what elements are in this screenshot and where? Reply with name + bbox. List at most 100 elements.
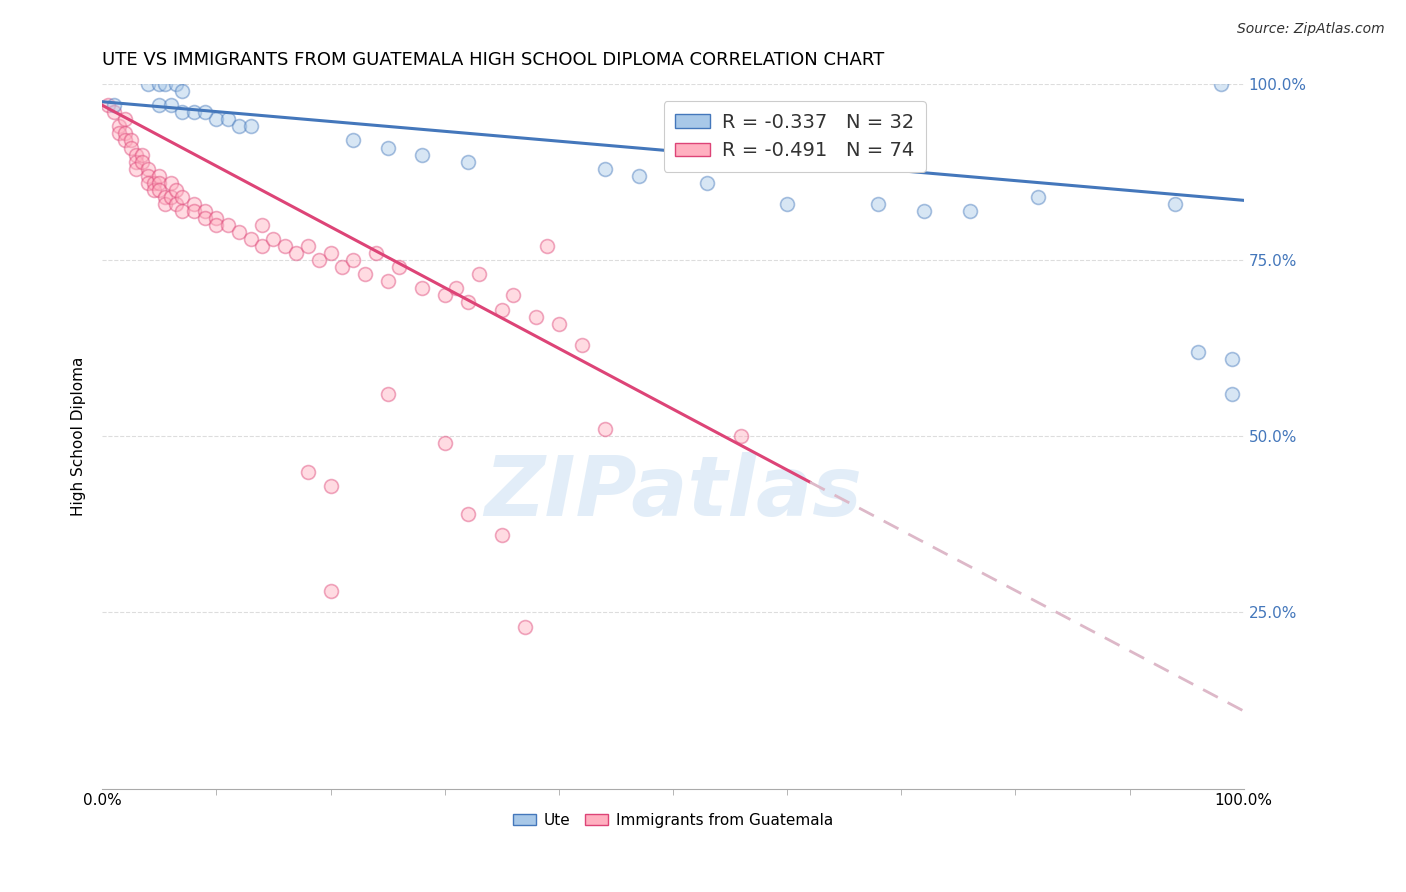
Text: UTE VS IMMIGRANTS FROM GUATEMALA HIGH SCHOOL DIPLOMA CORRELATION CHART: UTE VS IMMIGRANTS FROM GUATEMALA HIGH SC… — [103, 51, 884, 69]
Point — [262, 232, 284, 246]
Point — [433, 436, 456, 450]
Point — [502, 288, 524, 302]
Point — [444, 281, 467, 295]
Point — [183, 197, 205, 211]
Point — [1026, 190, 1049, 204]
Point — [194, 105, 217, 120]
Point — [388, 260, 411, 275]
Point — [172, 84, 194, 98]
Point — [97, 98, 120, 112]
Point — [125, 147, 148, 161]
Point — [239, 232, 262, 246]
Point — [627, 169, 650, 183]
Point — [353, 268, 375, 282]
Point — [136, 161, 159, 176]
Point — [593, 422, 616, 436]
Point — [165, 183, 187, 197]
Point — [172, 105, 194, 120]
Text: ZIPatlas: ZIPatlas — [484, 452, 862, 533]
Point — [205, 218, 228, 232]
Point — [131, 154, 153, 169]
Point — [1187, 344, 1209, 359]
Point — [377, 140, 399, 154]
Point — [148, 77, 170, 91]
Point — [120, 140, 142, 154]
Point — [524, 310, 547, 324]
Point — [433, 288, 456, 302]
Point — [228, 120, 250, 134]
Point — [377, 387, 399, 401]
Point — [457, 295, 479, 310]
Point — [217, 218, 239, 232]
Point — [148, 183, 170, 197]
Point — [959, 203, 981, 218]
Point — [183, 105, 205, 120]
Point — [342, 253, 364, 268]
Point — [153, 190, 176, 204]
Point — [696, 176, 718, 190]
Point — [297, 465, 319, 479]
Point — [457, 507, 479, 521]
Point — [730, 429, 752, 443]
Point — [547, 317, 569, 331]
Point — [148, 169, 170, 183]
Point — [593, 161, 616, 176]
Point — [125, 154, 148, 169]
Point — [1222, 387, 1244, 401]
Point — [136, 169, 159, 183]
Point — [194, 211, 217, 225]
Point — [165, 77, 187, 91]
Point — [103, 98, 125, 112]
Legend: Ute, Immigrants from Guatemala: Ute, Immigrants from Guatemala — [506, 806, 839, 834]
Point — [205, 211, 228, 225]
Point — [131, 147, 153, 161]
Point — [239, 120, 262, 134]
Point — [250, 239, 273, 253]
Point — [142, 176, 165, 190]
Point — [868, 197, 890, 211]
Point — [319, 478, 342, 492]
Point — [153, 77, 176, 91]
Point — [148, 98, 170, 112]
Point — [513, 619, 536, 633]
Point — [411, 281, 433, 295]
Point — [366, 246, 388, 260]
Point — [172, 203, 194, 218]
Point — [103, 105, 125, 120]
Point — [274, 239, 297, 253]
Point — [183, 203, 205, 218]
Point — [172, 190, 194, 204]
Point — [194, 203, 217, 218]
Point — [217, 112, 239, 127]
Point — [285, 246, 308, 260]
Point — [114, 133, 136, 147]
Point — [125, 161, 148, 176]
Point — [136, 77, 159, 91]
Point — [205, 112, 228, 127]
Point — [342, 133, 364, 147]
Point — [165, 197, 187, 211]
Point — [411, 147, 433, 161]
Point — [108, 120, 131, 134]
Point — [228, 225, 250, 239]
Point — [457, 154, 479, 169]
Point — [153, 197, 176, 211]
Point — [776, 197, 799, 211]
Point — [1209, 77, 1232, 91]
Y-axis label: High School Diploma: High School Diploma — [72, 357, 86, 516]
Point — [142, 183, 165, 197]
Point — [114, 127, 136, 141]
Point — [319, 584, 342, 599]
Point — [159, 190, 181, 204]
Point — [1222, 351, 1244, 366]
Text: Source: ZipAtlas.com: Source: ZipAtlas.com — [1237, 22, 1385, 37]
Point — [250, 218, 273, 232]
Point — [108, 127, 131, 141]
Point — [148, 176, 170, 190]
Point — [114, 112, 136, 127]
Point — [330, 260, 353, 275]
Point — [536, 239, 558, 253]
Point — [571, 337, 593, 351]
Point — [136, 176, 159, 190]
Point — [491, 528, 513, 542]
